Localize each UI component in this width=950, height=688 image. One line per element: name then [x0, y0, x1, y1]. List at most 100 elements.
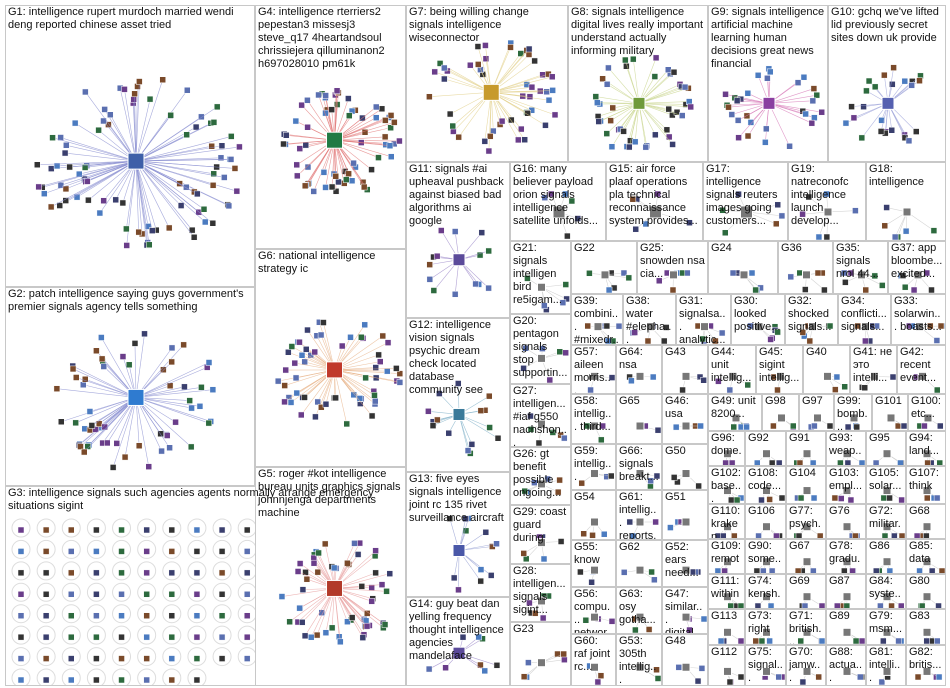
- node: [607, 472, 615, 480]
- node: [93, 548, 100, 555]
- hub-node: [635, 371, 645, 381]
- hub-node: [600, 270, 610, 280]
- node: [928, 567, 936, 573]
- node: [344, 618, 351, 625]
- node: [541, 302, 548, 309]
- node: [815, 673, 822, 681]
- node: [752, 286, 759, 293]
- node: [381, 133, 389, 141]
- node: [118, 569, 125, 577]
- group-label: G72: militar...: [869, 505, 901, 539]
- hub-node: [723, 666, 732, 676]
- node: [908, 82, 915, 89]
- self-loop: [36, 582, 56, 602]
- node: [810, 567, 817, 573]
- node: [923, 269, 931, 277]
- node: [720, 532, 727, 538]
- group-panel-g93: G93: weap...: [826, 431, 866, 466]
- node: [441, 75, 448, 83]
- group-network: [655, 269, 691, 293]
- node: [371, 392, 378, 399]
- group-label: G5: roger #kot intelligence bureau units…: [258, 468, 401, 519]
- edge: [38, 160, 137, 188]
- hub-node: [762, 592, 771, 602]
- node: [368, 412, 376, 420]
- hub-node: [762, 486, 771, 496]
- node: [303, 346, 310, 353]
- edge: [104, 109, 137, 162]
- self-loop: [61, 604, 81, 624]
- group-panel-g108: G108: code...: [745, 466, 786, 504]
- group-panel-g64: G64: nsa: [616, 345, 662, 394]
- edge: [72, 368, 137, 398]
- node: [131, 90, 138, 98]
- node: [293, 161, 300, 169]
- node: [559, 299, 567, 306]
- node: [109, 464, 117, 471]
- hub-node: [326, 579, 344, 597]
- node: [386, 570, 394, 577]
- hub-node: [776, 371, 785, 381]
- node: [210, 119, 218, 126]
- edge: [638, 103, 691, 108]
- group-network: [723, 666, 744, 685]
- node: [141, 330, 148, 338]
- node: [799, 678, 807, 685]
- group-network: [723, 486, 744, 503]
- node: [878, 678, 886, 685]
- group-network: [681, 612, 707, 633]
- node: [775, 459, 783, 465]
- group-network: [280, 87, 403, 195]
- group-label: G77: psych...: [789, 505, 821, 539]
- node: [872, 459, 880, 465]
- group-label: G18: intelligence: [869, 163, 925, 188]
- node: [348, 177, 356, 185]
- node: [823, 190, 830, 198]
- node: [304, 124, 311, 131]
- group-panel-g51: G51: [662, 490, 708, 540]
- node: [826, 422, 833, 430]
- group-network: [881, 522, 905, 538]
- node: [387, 112, 395, 119]
- edge: [69, 160, 137, 168]
- hub-node: [842, 592, 852, 602]
- node: [193, 548, 201, 555]
- node: [113, 440, 121, 447]
- edge: [768, 103, 790, 147]
- group-network: [584, 322, 622, 344]
- node: [372, 547, 379, 554]
- hub-node: [452, 544, 466, 557]
- node: [685, 98, 693, 105]
- group-label: G1: intelligence rupert murdoch married …: [8, 6, 234, 31]
- node: [322, 184, 329, 191]
- node: [487, 572, 495, 579]
- node: [183, 183, 190, 191]
- self-loop: [61, 668, 81, 685]
- node: [438, 227, 445, 234]
- node: [301, 182, 309, 190]
- node: [330, 564, 338, 572]
- node: [886, 494, 893, 502]
- group-network: [626, 371, 657, 385]
- node: [130, 96, 137, 103]
- node: [68, 676, 75, 684]
- node: [647, 477, 654, 485]
- node: [914, 673, 922, 681]
- node: [310, 559, 318, 567]
- node: [17, 676, 25, 684]
- hub-node: [849, 413, 859, 423]
- edge: [135, 397, 211, 422]
- node: [381, 621, 389, 628]
- node: [98, 334, 105, 341]
- node: [42, 655, 50, 662]
- group-label: G49: unit 8200...: [711, 395, 756, 420]
- hub-node: [700, 322, 709, 332]
- edge: [135, 367, 208, 398]
- node: [678, 112, 686, 119]
- node: [493, 540, 500, 548]
- group-network: [914, 666, 943, 681]
- group-label: G84: syste...: [869, 575, 901, 609]
- node: [449, 122, 457, 130]
- hub-node: [635, 517, 645, 527]
- node: [583, 422, 591, 430]
